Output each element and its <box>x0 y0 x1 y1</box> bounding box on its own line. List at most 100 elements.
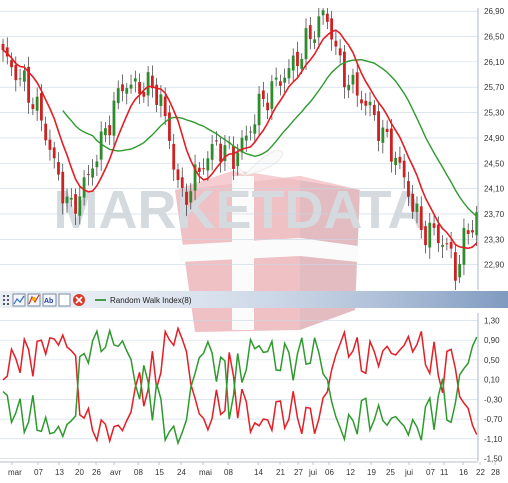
candle-body <box>300 58 304 69</box>
candle-body <box>44 123 48 141</box>
candle-body <box>274 77 278 80</box>
price-tick-label: 25,70 <box>484 83 505 92</box>
candle-body <box>398 156 402 163</box>
candle-body <box>432 223 436 228</box>
candle-body <box>99 131 103 160</box>
candle-body <box>159 94 163 107</box>
candle-body <box>244 135 248 141</box>
candle-body <box>330 18 334 40</box>
date-tick-label: jui <box>308 468 317 477</box>
candle-body <box>172 143 176 170</box>
candle-body <box>411 193 415 212</box>
candle-body <box>364 100 368 106</box>
candle-body <box>266 102 270 111</box>
svg-text:Ab: Ab <box>44 298 53 305</box>
candle-body <box>475 212 478 236</box>
date-tick-label: 08 <box>224 468 233 477</box>
candle-body <box>14 64 18 81</box>
candle-body <box>343 51 346 88</box>
rwi-high-line <box>2 325 478 444</box>
candle-body <box>206 158 210 171</box>
candle-body <box>10 60 13 68</box>
date-tick-label: 20 <box>75 468 84 477</box>
rwi-tick-label: 0,10 <box>484 376 500 385</box>
candle-body <box>249 131 252 133</box>
line-chart-icon[interactable] <box>12 293 26 307</box>
candle-body <box>368 101 372 106</box>
candle-body <box>112 100 116 136</box>
candle-body <box>308 25 312 40</box>
candle-body <box>48 139 52 150</box>
blank-panel-icon[interactable] <box>58 293 71 307</box>
date-tick-label: mai <box>199 468 212 477</box>
candle-body <box>40 93 43 121</box>
price-panel <box>1 8 478 290</box>
price-tick-label: 26,90 <box>484 7 505 16</box>
candle-body <box>372 104 376 115</box>
gift-box-lid <box>175 170 360 190</box>
candle-body <box>381 127 385 143</box>
candle-body <box>394 157 398 166</box>
candle-body <box>22 70 26 82</box>
candle-body <box>453 252 457 281</box>
candle-body <box>65 196 69 204</box>
candle-body <box>91 168 95 178</box>
candle-body <box>116 88 120 104</box>
date-tick-label: 12 <box>346 468 355 477</box>
candle-body <box>133 78 137 82</box>
price-tick-label: 26,50 <box>484 33 505 42</box>
candle-body <box>18 78 22 80</box>
date-tick-label: 07 <box>426 468 435 477</box>
date-axis: mar 07 13 20 26 avr 08 15 24 mai 08 14 21 27 jui 06 12 19… <box>0 461 500 477</box>
date-tick-label: 24 <box>177 468 186 477</box>
close-icon[interactable] <box>73 294 85 306</box>
price-tick-label: 26,10 <box>484 58 505 67</box>
candle-body <box>5 47 9 57</box>
candle-body <box>419 206 423 231</box>
text-annotation-icon[interactable]: Ab <box>42 293 57 307</box>
candle-body <box>279 81 282 86</box>
candle-body <box>232 145 235 169</box>
date-tick-label: jui <box>404 468 413 477</box>
candle-body <box>74 194 77 214</box>
rwi-tick-label: -0,30 <box>484 395 503 404</box>
date-tick-label: 08 <box>134 468 143 477</box>
candle-body <box>125 88 129 94</box>
candle-body <box>146 72 150 96</box>
candle-body <box>325 13 329 22</box>
watermark-text: MARKETDATA <box>54 180 427 240</box>
candle-body <box>317 16 321 38</box>
candle-body <box>415 203 419 212</box>
candle-body <box>240 137 244 153</box>
candle-body <box>257 93 261 126</box>
candle-body <box>142 91 146 97</box>
candle-body <box>202 168 205 170</box>
candle-body <box>338 48 342 56</box>
rwi-tick-label: 1,30 <box>484 316 500 325</box>
candle-body <box>223 145 227 161</box>
candle-body <box>95 161 99 168</box>
price-tick-label: 24,50 <box>484 159 505 168</box>
candle-body <box>86 173 90 175</box>
date-tick-label: 21 <box>276 468 285 477</box>
candle-body <box>155 84 159 105</box>
price-tick-label: 23,30 <box>484 235 505 244</box>
candle-body <box>253 124 257 134</box>
candle-body <box>168 112 171 141</box>
indicator-icon[interactable] <box>27 293 41 307</box>
rwi-panel <box>2 325 478 446</box>
price-tick-label: 22,90 <box>484 261 505 270</box>
candle-body <box>104 128 107 136</box>
date-tick-label: 25 <box>386 468 395 477</box>
date-tick-label: 13 <box>55 468 64 477</box>
candle-body <box>407 181 410 197</box>
drag-handle-icon[interactable] <box>3 295 9 305</box>
candle-body <box>138 81 141 94</box>
candle-body <box>121 84 124 92</box>
rwi-tick-label: -1,50 <box>484 455 503 464</box>
date-tick-label: 15 <box>155 468 164 477</box>
candle-body <box>150 75 154 89</box>
candle-body <box>61 171 65 204</box>
candle-body <box>428 222 432 248</box>
